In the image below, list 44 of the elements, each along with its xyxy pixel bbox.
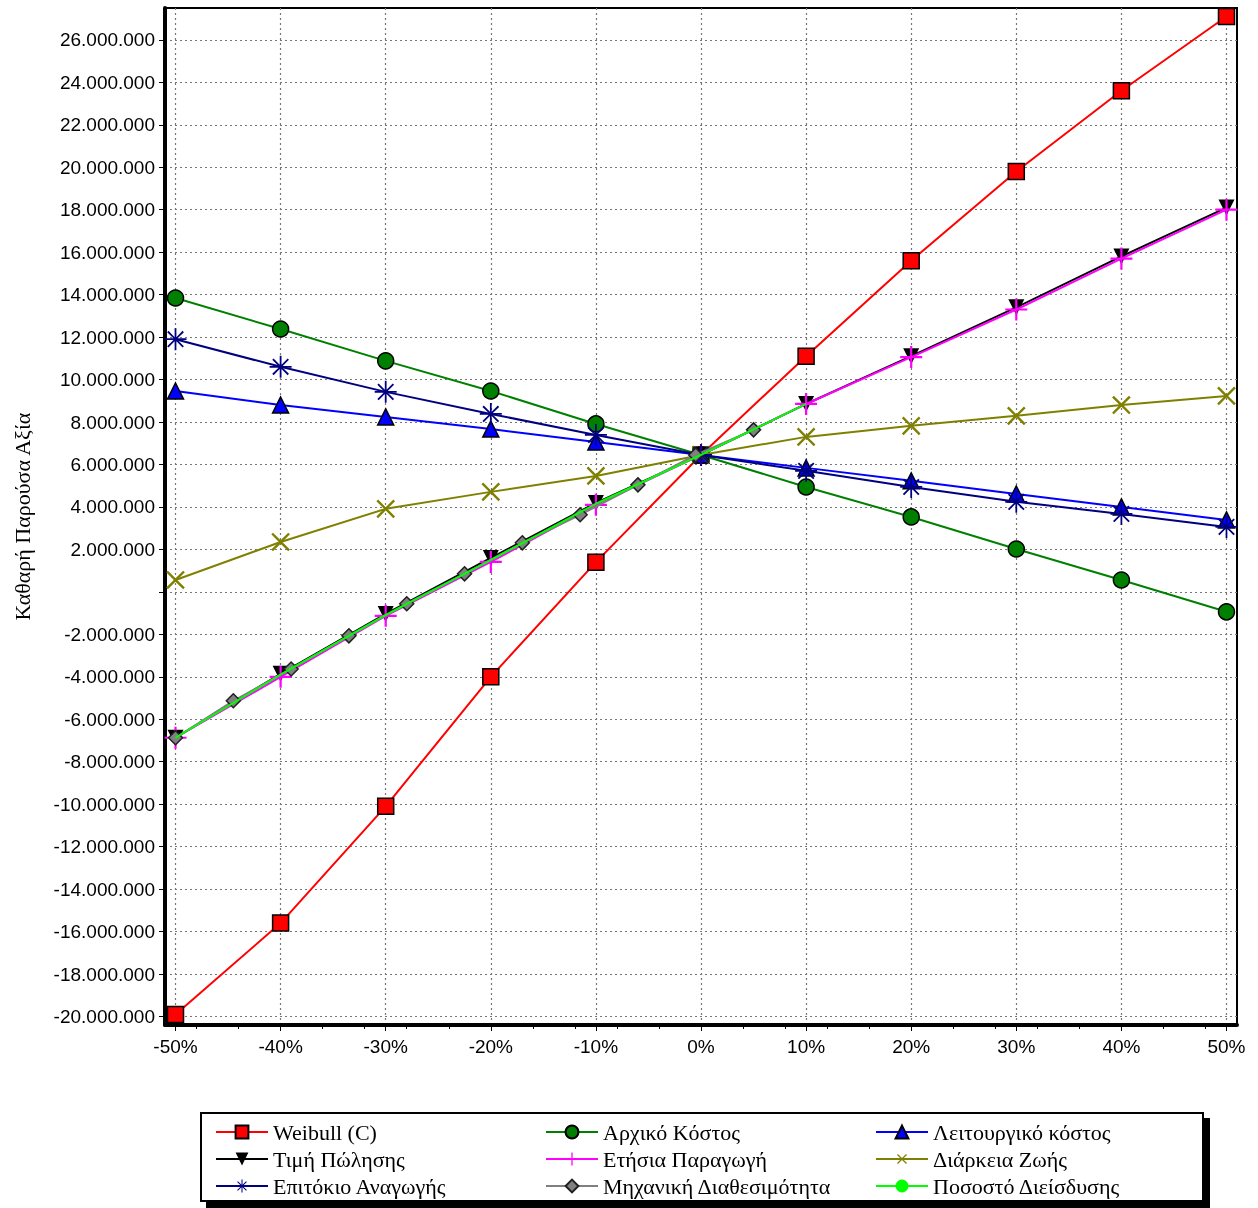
y-tick-label: -10.000.000 [53,793,155,815]
x-tick-label: -30% [363,1036,408,1057]
y-axis-title: Καθαρή Παρούσα Αξία [9,412,35,621]
x-tick-label: 0% [687,1036,715,1057]
y-tick-label: 22.000.000 [59,114,155,136]
y-tick-label: 6.000.000 [70,453,155,475]
y-tick-label: 4.000.000 [70,496,155,518]
x-tick-label: -40% [258,1036,303,1057]
y-tick-label: 24.000.000 [59,71,155,93]
legend-label: Διάρκεια Ζωής [933,1146,1068,1172]
y-tick-label: -2.000.000 [64,623,155,645]
y-tick-label: 20.000.000 [59,156,155,178]
y-tick-label: 18.000.000 [59,199,155,221]
x-tick-label: 20% [892,1036,931,1057]
legend-label: Weibull (C) [273,1119,377,1145]
x-tick-label: -50% [153,1036,198,1057]
y-tick-label: -14.000.000 [53,878,155,900]
y-tick-label: -20.000.000 [53,1006,155,1028]
legend-label: Επιτόκιο Αναγωγής [273,1173,446,1199]
legend-label: Μηχανική Διαθεσιμότητα [603,1173,831,1199]
x-tick-label: -10% [573,1036,619,1057]
x-tick-label: -20% [468,1036,514,1057]
y-tick-label: -16.000.000 [53,921,155,943]
x-tick-label: 50% [1207,1036,1246,1057]
legend-label: Λειτουργικό κόστος [933,1119,1111,1145]
y-tick-label: -6.000.000 [64,708,155,730]
y-tick-label: 26.000.000 [59,29,155,51]
y-tick-label: 14.000.000 [59,284,155,306]
legend-label: Ετήσια Παραγωγή [603,1146,767,1172]
y-tick-label: 10.000.000 [59,369,155,391]
y-tick-label: 2.000.000 [70,538,155,560]
legend-label: Αρχικό Κόστος [603,1119,741,1145]
x-tick-label: 30% [997,1036,1036,1057]
y-tick-label: 8.000.000 [70,411,155,433]
legend-label: Τιμή Πώλησης [273,1146,406,1172]
y-tick-label: -12.000.000 [53,836,155,858]
y-tick-label: -8.000.000 [64,751,155,773]
y-tick-label: 16.000.000 [59,241,155,263]
legend-label: Ποσοστό Διείσδυσης [933,1173,1120,1199]
y-tick-label: 12.000.000 [59,326,155,348]
x-tick-label: 40% [1102,1036,1141,1057]
y-tick-label: -4.000.000 [64,666,155,688]
y-tick-label: -18.000.000 [53,963,155,985]
x-tick-label: 10% [787,1036,826,1057]
